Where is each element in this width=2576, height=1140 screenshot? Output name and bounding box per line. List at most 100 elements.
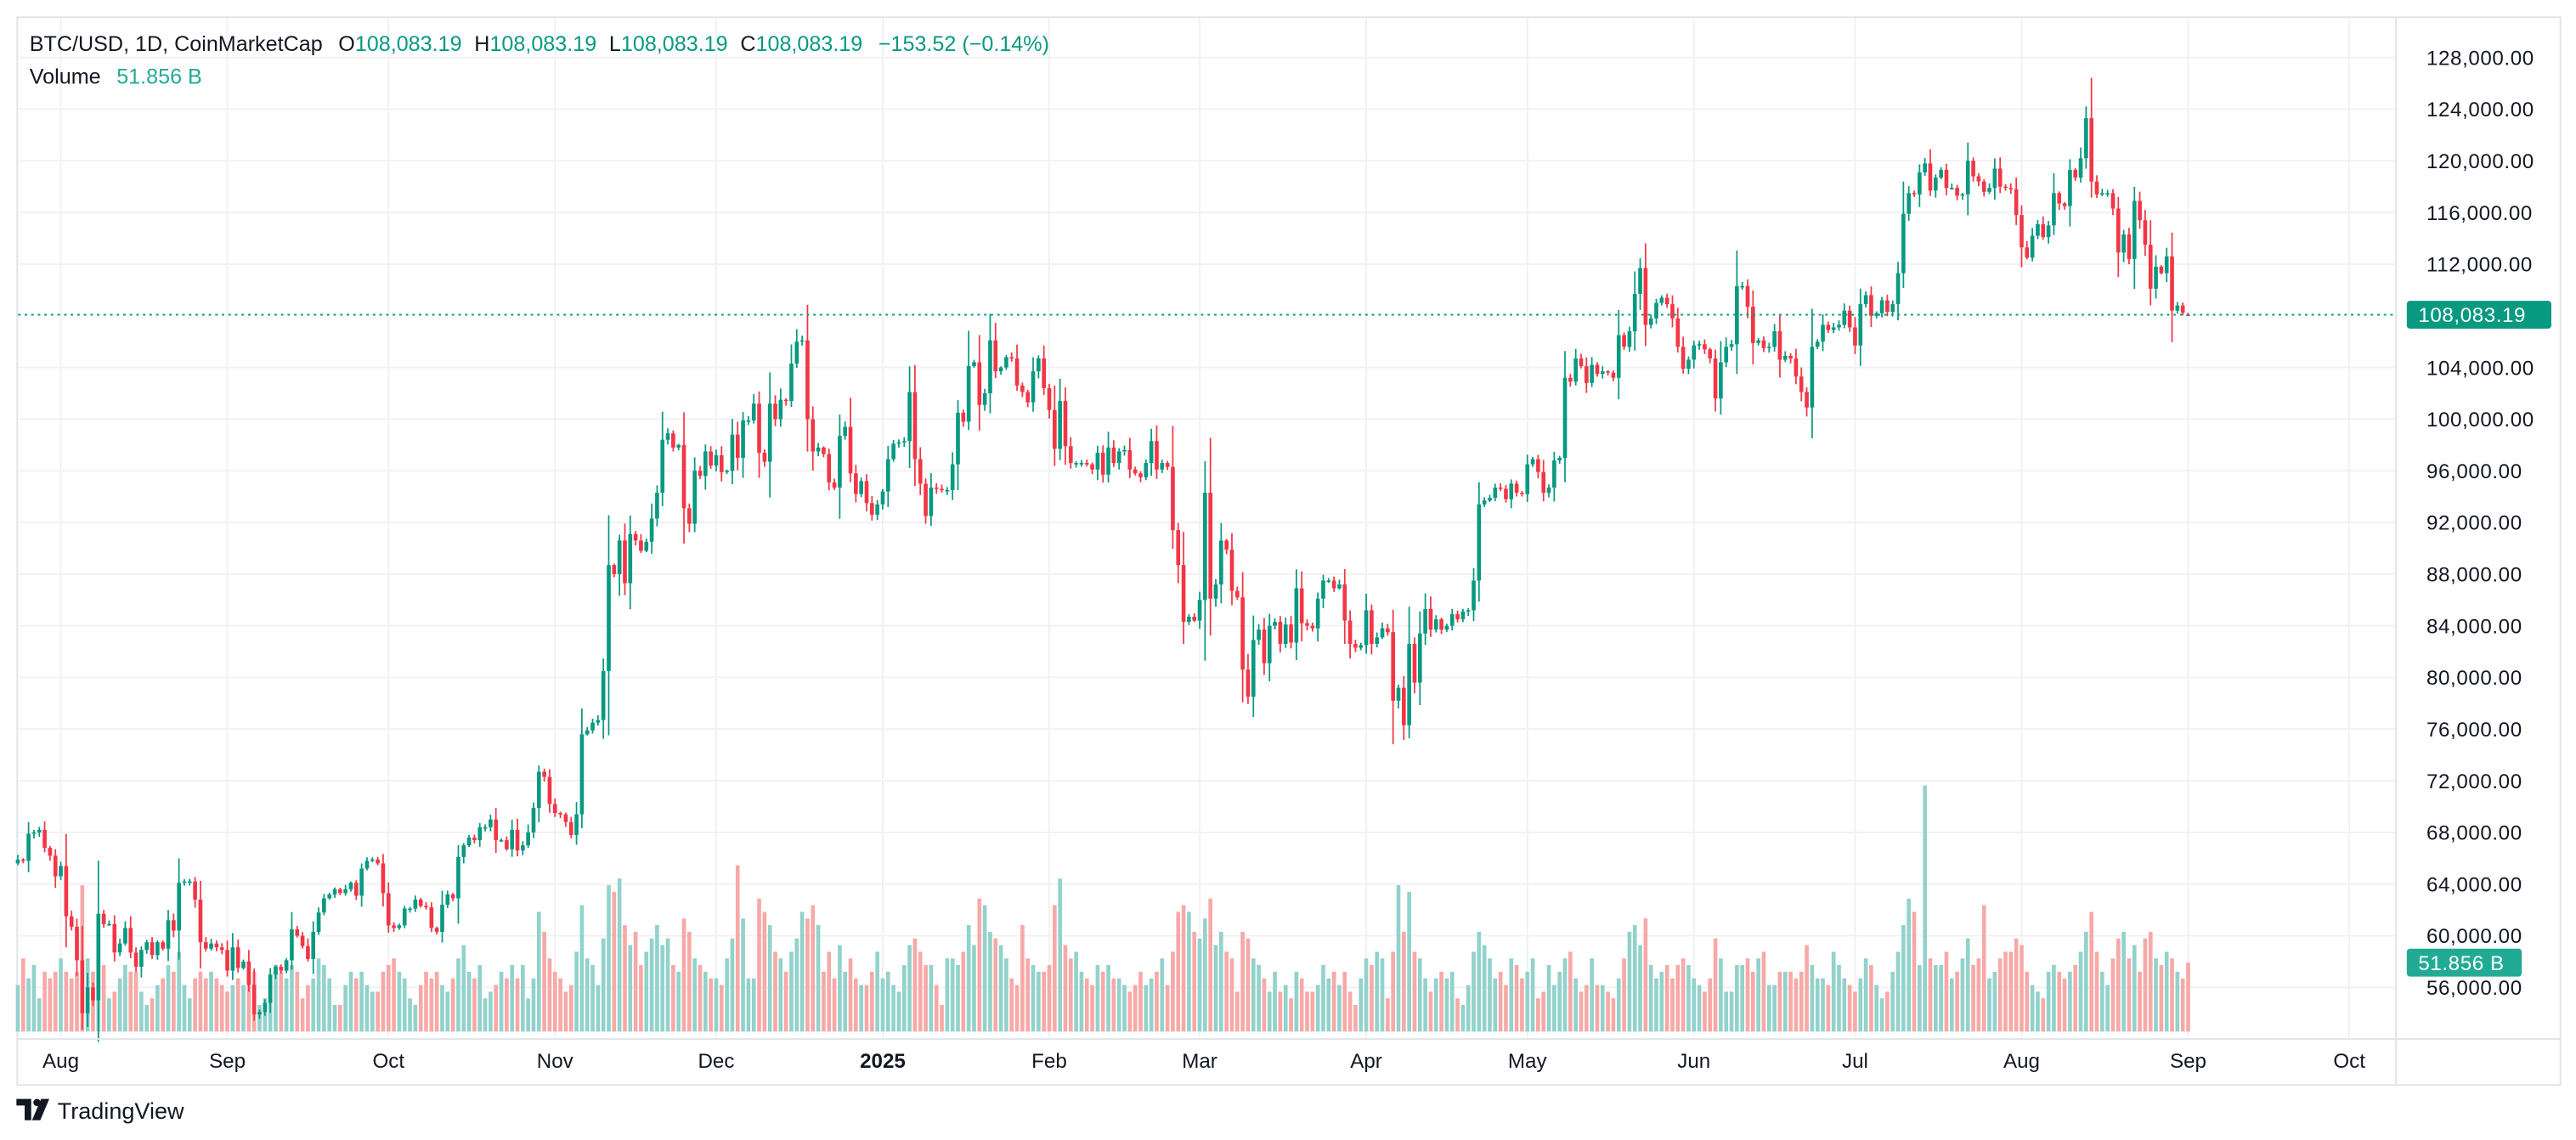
price-tick-label: 68,000.00 <box>2426 822 2522 845</box>
volume-bar <box>1192 931 1197 1032</box>
volume-bar <box>1777 971 1782 1032</box>
volume-bar <box>1719 958 1723 1032</box>
candle-body <box>450 894 455 899</box>
volume-bar <box>725 958 729 1032</box>
volume-bar <box>870 971 874 1032</box>
volume-bar <box>370 991 375 1032</box>
candle-body <box>1364 610 1369 646</box>
candle-body <box>1735 285 1739 345</box>
candle-body <box>601 670 606 720</box>
volume-bar <box>166 965 171 1032</box>
legend: BTC/USD, 1D, CoinMarketCap O108,083.19 H… <box>30 32 1049 89</box>
price-axis[interactable]: 128,000.00 124,000.00 120,000.00 116,000.00… <box>2426 47 2534 1000</box>
volume-bar <box>778 958 783 1032</box>
price-tick-label: 88,000.00 <box>2426 564 2522 587</box>
candle-body <box>822 447 826 454</box>
candle-body <box>1144 463 1149 477</box>
volume-bar <box>2008 951 2014 1032</box>
candle-body <box>1305 623 1309 626</box>
candle-body <box>225 950 229 971</box>
volume-bar <box>1579 991 1584 1032</box>
volume-bar <box>1874 985 1879 1032</box>
time-tick-label: Jul <box>1842 1050 1868 1073</box>
volume-bar <box>1068 958 1073 1032</box>
volume-bar <box>1632 925 1637 1032</box>
candle-body <box>1923 163 1927 173</box>
volume-bar <box>472 978 477 1032</box>
candle-body <box>789 364 794 402</box>
candle-body <box>1761 340 1766 348</box>
tradingview-logo[interactable]: TradingView <box>16 1098 184 1124</box>
volume-bar <box>799 911 805 1032</box>
volume-bar <box>1009 978 1014 1032</box>
symbol-title[interactable]: BTC/USD, 1D, CoinMarketCap <box>30 32 323 56</box>
candle-body <box>2068 169 2072 206</box>
volume-bar <box>612 891 617 1032</box>
candle-body <box>268 974 273 1003</box>
volume-bar <box>182 985 187 1032</box>
volume-bar <box>1590 958 1594 1032</box>
candle-body <box>2094 181 2099 195</box>
time-axis[interactable]: Aug Sep Oct Nov Dec 2025 Feb Mar Apr May Jun Jul Aug… <box>42 1050 2365 1073</box>
candle-body <box>1251 640 1256 697</box>
candle-body <box>1053 409 1057 449</box>
volume-bar <box>193 978 197 1032</box>
candle-body <box>461 845 466 857</box>
volume-bar <box>1761 951 1766 1032</box>
volume-bar <box>133 971 138 1032</box>
candle-body <box>327 894 332 899</box>
candle-body <box>246 961 251 985</box>
volume-bar <box>628 945 633 1032</box>
candle-body <box>811 419 816 452</box>
candle-body <box>1552 460 1556 488</box>
candle-body <box>386 893 391 926</box>
candle-body <box>816 447 821 452</box>
volume-title[interactable]: Volume <box>30 65 101 89</box>
candle-body <box>1439 619 1443 630</box>
candle-body <box>746 420 751 422</box>
volume-bar <box>665 938 670 1032</box>
volume-bar <box>864 985 869 1032</box>
candle-body <box>521 845 525 851</box>
candle-body <box>1331 580 1336 589</box>
candle-body <box>397 925 402 928</box>
volume-bar <box>2100 971 2104 1032</box>
volume-bar <box>1530 958 1535 1032</box>
candle-body <box>612 565 617 574</box>
volume-bar <box>1971 965 1975 1032</box>
candle-body <box>477 827 483 841</box>
volume-bars <box>15 785 2190 1032</box>
candle-body <box>1428 608 1433 630</box>
volume-bar <box>1299 978 1304 1032</box>
volume-bar <box>767 925 772 1032</box>
candle-body <box>956 412 960 465</box>
price-tick-label: 56,000.00 <box>2426 977 2522 1000</box>
volume-bar <box>741 918 745 1032</box>
candle-body <box>1068 446 1073 464</box>
volume-bar <box>1595 985 1600 1032</box>
volume-bar <box>515 978 520 1032</box>
volume-bar <box>1160 958 1165 1032</box>
volume-bar <box>1611 998 1616 1032</box>
volume-bar <box>1391 951 1395 1032</box>
volume-bar <box>364 985 370 1032</box>
candle-body <box>2105 193 2110 195</box>
volume-bar <box>1853 991 1857 1032</box>
volume-bar <box>2180 978 2185 1032</box>
candle-body <box>348 883 353 889</box>
volume-bar <box>1257 965 1261 1032</box>
candle-body <box>1638 268 1642 294</box>
candles <box>15 77 2190 1042</box>
candle-body <box>1664 297 1669 305</box>
volume-bar <box>1654 978 1658 1032</box>
volume-bar <box>235 978 240 1032</box>
candle-body <box>1315 598 1320 629</box>
volume-bar <box>1987 978 1991 1032</box>
candle-body <box>1595 364 1600 375</box>
candle-body <box>1659 297 1664 303</box>
volume-bar <box>2138 971 2142 1032</box>
volume-bar <box>1520 978 1524 1032</box>
candle-body <box>1885 300 1890 313</box>
volume-bar <box>1627 931 1632 1032</box>
